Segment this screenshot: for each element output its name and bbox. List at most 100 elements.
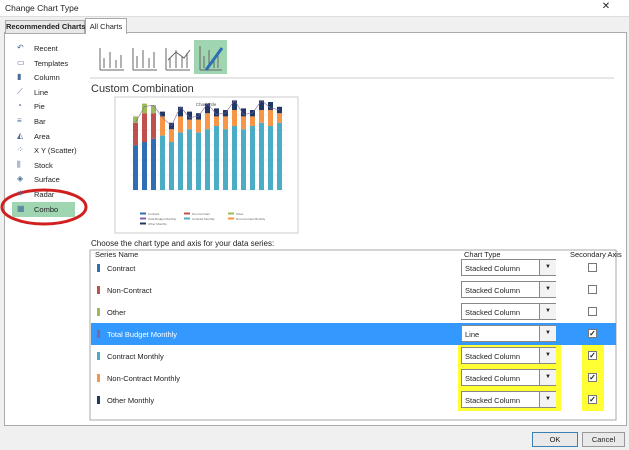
close-button[interactable]: ✕ [601, 1, 611, 12]
preview-bar [277, 106, 282, 114]
preview-bar [268, 110, 273, 126]
preview-bar [142, 142, 147, 190]
sidebar-item[interactable]: Combo [34, 204, 59, 214]
sidebar-icon: ▦ [17, 203, 25, 213]
chart-type-value: Stacked Column [465, 396, 521, 405]
dropdown-button: ▼ [539, 370, 556, 385]
preview-bar [232, 126, 237, 190]
sidebar-item[interactable]: Area [34, 131, 50, 141]
preview-bar [187, 119, 192, 130]
dropdown-button: ▼ [539, 392, 556, 407]
sidebar-item[interactable]: Stock [34, 160, 53, 170]
icon-area [165, 48, 191, 71]
preview-legend-key [228, 217, 234, 220]
chart-type-value: Line [465, 330, 480, 339]
sidebar-selection [12, 201, 75, 217]
preview-legend-key [140, 217, 146, 220]
chart-subtype-icons [99, 40, 227, 74]
series-color [97, 396, 100, 404]
secondary-axis-checkbox[interactable]: ✓ [588, 373, 597, 382]
preview-bar [187, 129, 192, 190]
sidebar-icon: ⫼ [17, 159, 21, 169]
preview-bar [214, 108, 219, 117]
dialog-button[interactable]: Cancel [582, 432, 625, 447]
preview-legend-key [228, 212, 234, 215]
table-header: Series Name [95, 250, 139, 259]
sidebar-item[interactable]: Radar [34, 190, 55, 199]
series-color [97, 264, 100, 272]
sidebar-item[interactable]: Column [34, 73, 60, 83]
tab[interactable]: Recommended Charts [5, 20, 86, 34]
sidebar-item[interactable]: Recent [34, 44, 58, 53]
sidebar-item[interactable]: Line [34, 87, 49, 97]
sidebar-item[interactable]: X Y (Scatter) [34, 146, 77, 156]
series-name: Non-Contract [107, 286, 152, 295]
preview-bar [223, 116, 228, 130]
preview-bar [259, 100, 264, 110]
preview-bar [250, 126, 255, 190]
preview-bar [259, 122, 264, 190]
preview-bar [250, 116, 255, 126]
preview-bar [133, 145, 138, 190]
preview-bar [160, 111, 165, 117]
preview-legend-key [140, 212, 146, 215]
sidebar-item[interactable]: Surface [34, 175, 60, 185]
series-name: Non-Contract Monthly [107, 374, 180, 383]
series-name: Contract [107, 264, 136, 273]
preview-legend-label: Contract Monthly [192, 217, 215, 221]
chart-type-value: Stacked Column [465, 308, 521, 317]
preview-bar [142, 103, 147, 114]
annotation-circle [0, 188, 88, 226]
preview-bar [241, 129, 246, 190]
chart-type-value: Stacked Column [465, 374, 521, 383]
sidebar-icon: ≡ [17, 116, 22, 125]
preview-legend-key [184, 217, 190, 220]
chart-type-value: Stacked Column [465, 286, 521, 295]
dropdown-button: ▼ [539, 348, 556, 363]
icon-clustered [99, 48, 124, 71]
chart-type-value: Stacked Column [465, 264, 521, 273]
preview-bar [151, 138, 156, 190]
preview-bar [205, 113, 210, 130]
preview-bar [196, 132, 201, 190]
instruction: Choose the chart type and axis for your … [91, 239, 275, 248]
preview-bar [277, 122, 282, 190]
preview-legend-label: Non-Contract Monthly [236, 217, 266, 221]
secondary-axis-checkbox[interactable] [588, 307, 597, 316]
sidebar-item[interactable]: Pie [34, 102, 45, 112]
dropdown-button: ▼ [539, 282, 556, 297]
series-color [97, 308, 100, 316]
secondary-axis-checkbox[interactable] [588, 285, 597, 294]
preview-bar [241, 116, 246, 130]
preview-bar [214, 126, 219, 190]
series-color [97, 286, 100, 294]
preview-bar [169, 129, 174, 142]
dropdown-button: ▼ [539, 260, 556, 275]
dialog-button[interactable]: OK [532, 432, 578, 447]
sidebar-icon: ◈ [17, 174, 24, 184]
tab[interactable]: All Charts [85, 18, 127, 34]
preview-bar [160, 135, 165, 190]
icon-stacked [132, 48, 157, 71]
secondary-axis-checkbox[interactable] [588, 263, 597, 272]
preview-bar [196, 119, 201, 133]
sidebar-item[interactable]: Bar [34, 117, 46, 126]
icon-combo [199, 46, 222, 71]
sidebar-icon: ◭ [17, 130, 24, 140]
window-title: Change Chart Type [5, 3, 79, 13]
secondary-axis-checkbox[interactable]: ✓ [588, 395, 597, 404]
icon-pencil [204, 47, 224, 71]
preview-bar [169, 142, 174, 190]
preview-bar [268, 102, 273, 110]
dropdown-button: ▼ [539, 326, 556, 341]
secondary-axis-checkbox[interactable]: ✓ [588, 351, 597, 360]
preview-bar [178, 106, 183, 117]
secondary-axis-checkbox[interactable]: ✓ [588, 329, 597, 338]
preview-bar [232, 100, 237, 110]
sidebar-item[interactable]: Templates [34, 58, 69, 68]
preview-bar [151, 113, 156, 139]
preview-bar [178, 132, 183, 190]
section-title: Custom Combination [91, 83, 194, 95]
sidebar-icon: ◔ [17, 101, 22, 111]
